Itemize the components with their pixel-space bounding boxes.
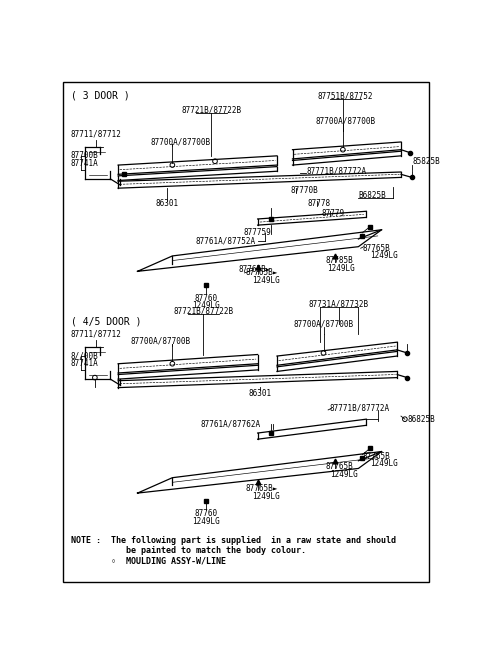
Text: 87741A: 87741A bbox=[71, 359, 98, 368]
Text: 86301: 86301 bbox=[156, 199, 179, 208]
Text: 1249LG: 1249LG bbox=[192, 302, 219, 311]
Text: ( 3 DOOR ): ( 3 DOOR ) bbox=[71, 91, 130, 101]
Text: 87700A/87700B: 87700A/87700B bbox=[131, 336, 191, 345]
Text: 87711/87712: 87711/87712 bbox=[71, 130, 122, 139]
Text: 87761A/87752A: 87761A/87752A bbox=[196, 236, 256, 245]
Text: 1249LG: 1249LG bbox=[252, 276, 280, 285]
Text: 87731A/87732B: 87731A/87732B bbox=[309, 299, 369, 308]
Text: 86301: 86301 bbox=[248, 388, 272, 397]
Text: 87765B: 87765B bbox=[362, 451, 390, 461]
Text: 87700A/87700B: 87700A/87700B bbox=[293, 319, 354, 328]
Text: 1249LG: 1249LG bbox=[327, 263, 355, 273]
Text: 87765B: 87765B bbox=[325, 463, 353, 472]
Text: 87765B►: 87765B► bbox=[246, 268, 278, 277]
Text: 87741A: 87741A bbox=[71, 159, 98, 168]
Text: 87770B: 87770B bbox=[291, 186, 319, 195]
Text: 87721B/87722B: 87721B/87722B bbox=[173, 307, 233, 316]
Text: 87711/87712: 87711/87712 bbox=[71, 330, 122, 339]
Text: 85825B: 85825B bbox=[413, 158, 440, 166]
Text: 87700B: 87700B bbox=[71, 151, 98, 160]
Text: 87765B►: 87765B► bbox=[246, 484, 278, 493]
Text: 87700A/87700B: 87700A/87700B bbox=[150, 137, 210, 147]
Text: 1249LG: 1249LG bbox=[252, 491, 280, 501]
Text: 87779: 87779 bbox=[322, 209, 345, 218]
Text: 87771B/87772A: 87771B/87772A bbox=[330, 404, 390, 413]
Text: 877759: 877759 bbox=[244, 229, 272, 237]
Text: 1249LG: 1249LG bbox=[370, 252, 398, 260]
Text: 87751B/87752: 87751B/87752 bbox=[317, 91, 373, 101]
Text: 87761A/87762A: 87761A/87762A bbox=[201, 419, 261, 428]
Text: 1249LG: 1249LG bbox=[330, 470, 358, 479]
Text: 87700A/87700B: 87700A/87700B bbox=[315, 117, 375, 125]
Text: 86825B: 86825B bbox=[407, 415, 435, 424]
Text: 87765B: 87765B bbox=[362, 244, 390, 253]
Text: 87778: 87778 bbox=[308, 199, 331, 208]
Text: be painted to match the body colour.: be painted to match the body colour. bbox=[71, 547, 306, 555]
Text: 87760: 87760 bbox=[194, 294, 217, 303]
Text: B6825B: B6825B bbox=[359, 191, 386, 200]
Text: 87760: 87760 bbox=[194, 509, 217, 518]
Text: ( 4/5 DOOR ): ( 4/5 DOOR ) bbox=[71, 317, 141, 327]
Text: 1249LG: 1249LG bbox=[370, 459, 398, 468]
Text: 8//00B: 8//00B bbox=[71, 351, 98, 361]
Text: 87785B: 87785B bbox=[325, 256, 353, 265]
Text: ◦  MOULDING ASSY-W/LINE: ◦ MOULDING ASSY-W/LINE bbox=[71, 556, 226, 566]
Text: 87721B/87722B: 87721B/87722B bbox=[181, 105, 241, 114]
Text: 87765B►: 87765B► bbox=[238, 265, 271, 275]
Text: 87771B/87772A: 87771B/87772A bbox=[306, 167, 367, 175]
Text: NOTE :  The following part is supplied  in a raw state and should: NOTE : The following part is supplied in… bbox=[71, 536, 396, 545]
Text: 1249LG: 1249LG bbox=[192, 517, 219, 526]
